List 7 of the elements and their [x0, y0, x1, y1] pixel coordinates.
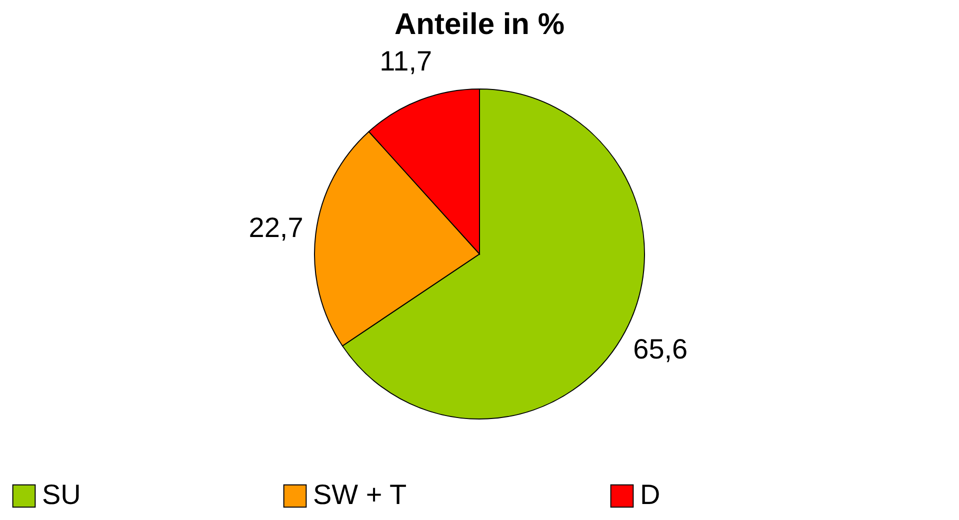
legend-label: D: [640, 479, 660, 510]
chart-title: Anteile in %: [394, 8, 565, 41]
legend-label: SU: [42, 479, 81, 510]
legend-label: SW + T: [313, 479, 407, 510]
data-label: 22,7: [248, 212, 304, 243]
data-label: 11,7: [380, 46, 432, 77]
data-label: 65,6: [633, 333, 688, 364]
